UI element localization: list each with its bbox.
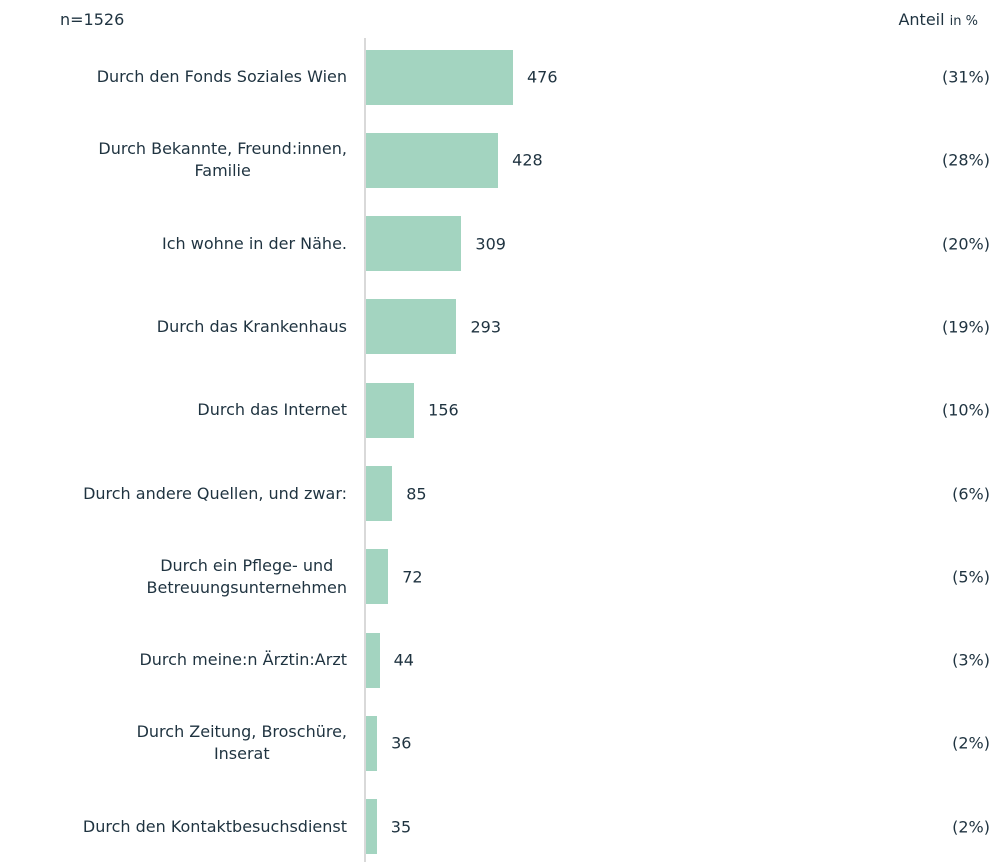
sample-note: n=1526 — [60, 10, 125, 29]
category-label: Durch das Internet — [0, 399, 347, 421]
category-label: Durch Zeitung, Broschüre, Inserat — [0, 721, 347, 765]
bar — [366, 382, 415, 438]
bar — [366, 549, 389, 605]
bar — [366, 299, 457, 355]
data-label: 36 — [391, 733, 412, 753]
share-label: (6%) — [952, 484, 990, 503]
share-label: (19%) — [941, 317, 990, 337]
category-text: Durch das Internet — [197, 400, 347, 420]
share-unit: in % — [949, 14, 978, 29]
share-label: (10%) — [941, 400, 990, 420]
share-label: (31%) — [941, 67, 990, 87]
category-text: Durch andere Quellen, und zwar: — [83, 483, 347, 503]
data-label: 72 — [402, 567, 423, 587]
bar — [366, 49, 513, 105]
category-label: Durch ein Pflege- und Betreuungsunterneh… — [0, 555, 347, 599]
bar — [366, 799, 377, 855]
data-label: 44 — [393, 650, 414, 670]
category-text: Ich wohne in der Nähe. — [161, 233, 347, 253]
category-label: Durch das Krankenhaus — [0, 316, 347, 338]
category-text: Durch den Fonds Soziales Wien — [96, 67, 347, 86]
category-label: Durch andere Quellen, und zwar: — [0, 483, 347, 505]
category-label: Durch den Kontaktbesuchsdienst — [0, 816, 347, 838]
bar — [366, 715, 378, 771]
share-label: (3%) — [952, 650, 990, 670]
category-label: Durch Bekannte, Freund:innen, Familie — [0, 138, 347, 182]
data-label: 156 — [428, 400, 459, 420]
data-label: 35 — [390, 817, 412, 837]
data-label: 428 — [512, 150, 543, 170]
share-label: (28%) — [941, 150, 990, 170]
bar — [366, 466, 393, 521]
bar — [366, 132, 499, 188]
data-label: 476 — [527, 67, 558, 87]
share-label: (20%) — [941, 234, 990, 254]
category-text: Durch Bekannte, Freund:innen, Familie — [98, 139, 347, 181]
category-text: Durch Zeitung, Broschüre, Inserat — [136, 722, 347, 764]
data-label: 309 — [475, 234, 506, 254]
bar — [366, 632, 380, 688]
share-label: (2%) — [952, 817, 990, 837]
category-text: Durch das Krankenhaus — [156, 316, 347, 336]
share-header: Anteil in % — [898, 10, 978, 29]
data-label: 85 — [406, 484, 427, 503]
category-text: Durch den Kontaktbesuchsdienst — [82, 816, 347, 836]
share-label: (5%) — [952, 567, 990, 587]
share-header-text: Anteil — [898, 10, 945, 29]
category-text: Durch ein Pflege- und Betreuungsunterneh… — [146, 555, 347, 597]
axis-line — [364, 38, 366, 862]
category-label: Durch den Fonds Soziales Wien — [0, 66, 347, 88]
share-label: (2%) — [952, 733, 990, 753]
category-text: Durch meine:n Ärztin:Arzt — [139, 650, 347, 670]
category-label: Durch meine:n Ärztin:Arzt — [0, 649, 347, 671]
data-label: 293 — [470, 317, 502, 337]
bar — [366, 216, 462, 272]
category-label: Ich wohne in der Nähe. — [0, 233, 347, 255]
